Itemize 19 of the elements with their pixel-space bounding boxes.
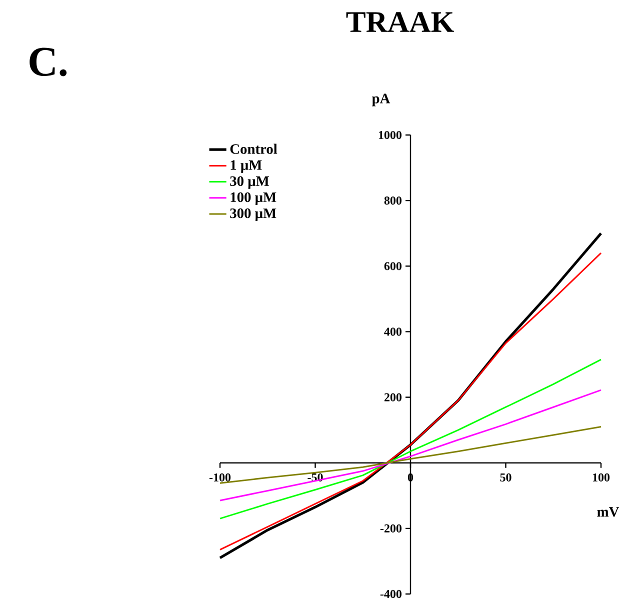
y-tick-label: 400: [384, 328, 402, 336]
x-axis-title: mV: [597, 507, 620, 517]
x-tick-label: 100: [592, 473, 610, 482]
y-tick-label: 800: [384, 196, 402, 205]
text: C.: [30, 48, 67, 76]
y-tick-label: -200: [380, 524, 402, 532]
y-tick-label: 600: [384, 262, 402, 270]
y-tick-label: 1000: [378, 130, 402, 140]
x-tick-label: -100: [209, 473, 231, 482]
legend-label: 100 μM: [230, 192, 276, 205]
y-tick-label: -400: [380, 590, 402, 598]
legend-label: 1 μM: [230, 160, 262, 173]
y-axis-title: pA: [372, 94, 390, 106]
legend-label: 300 μM: [230, 208, 276, 222]
y-tick-label: 200: [384, 393, 402, 402]
legend-label: Control: [230, 144, 278, 154]
legend-label: 30 μM: [230, 176, 269, 189]
x-tick-label: 50: [500, 473, 512, 482]
chart-title: TRAAK: [346, 12, 454, 32]
